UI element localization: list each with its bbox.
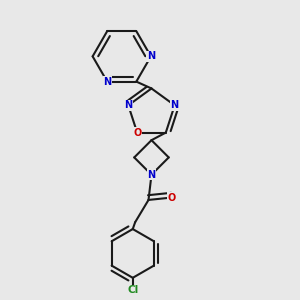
- Text: N: N: [147, 170, 155, 180]
- Text: N: N: [147, 51, 155, 62]
- Text: N: N: [124, 100, 132, 110]
- Text: O: O: [168, 193, 176, 202]
- Text: N: N: [171, 100, 179, 110]
- Text: Cl: Cl: [127, 285, 138, 295]
- Text: N: N: [103, 76, 111, 87]
- Text: O: O: [133, 128, 141, 138]
